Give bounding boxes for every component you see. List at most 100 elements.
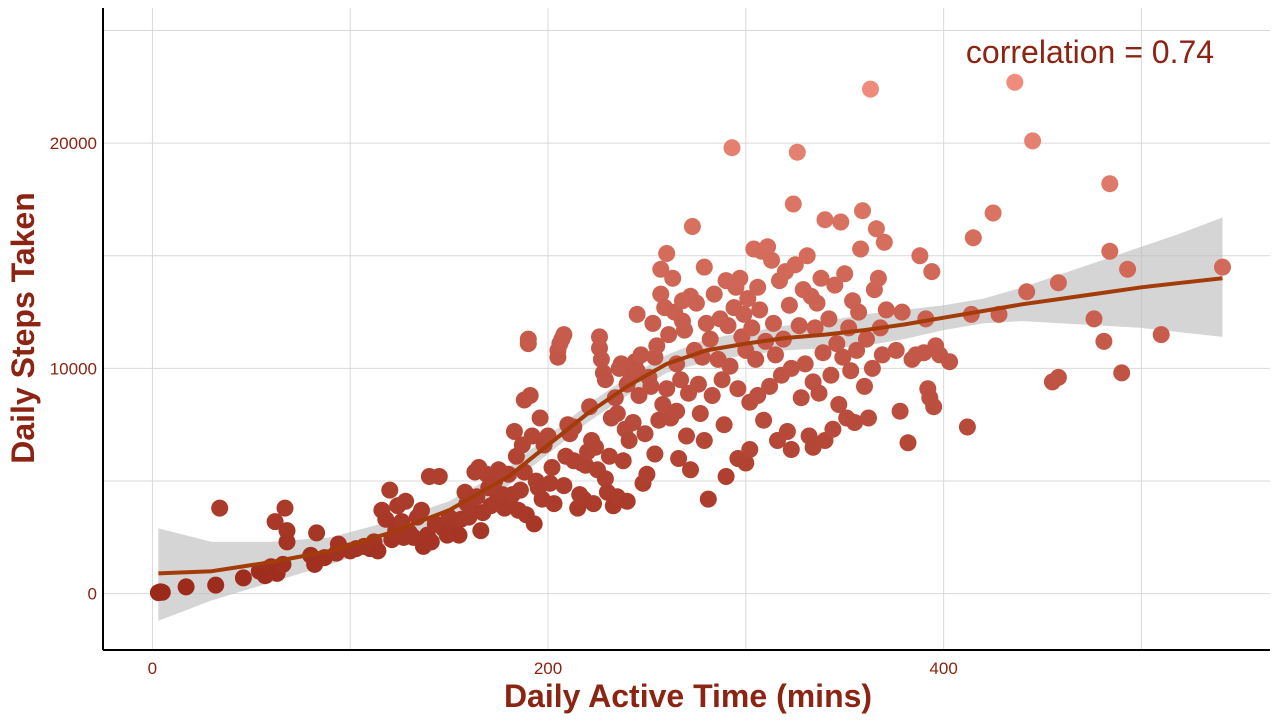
data-point	[511, 481, 529, 499]
data-point	[782, 441, 800, 458]
data-point	[652, 260, 670, 278]
data-point	[1049, 368, 1067, 386]
data-point	[545, 495, 563, 513]
data-point	[646, 445, 664, 463]
data-point	[701, 330, 719, 348]
data-point	[850, 303, 868, 321]
data-point	[721, 357, 739, 375]
data-point	[862, 80, 879, 98]
data-point	[1085, 310, 1103, 328]
data-point	[911, 247, 929, 265]
data-point	[808, 294, 826, 312]
data-point	[763, 251, 781, 269]
data-points-layer	[149, 73, 1231, 602]
data-point	[413, 501, 430, 519]
data-point	[381, 481, 399, 499]
data-point	[592, 350, 610, 368]
data-point	[632, 346, 650, 364]
trend-line-layer	[158, 276, 1223, 576]
data-point	[867, 220, 885, 238]
data-point	[672, 371, 690, 389]
data-point	[749, 278, 767, 296]
data-point	[858, 330, 875, 348]
data-point	[863, 359, 881, 377]
data-point	[525, 515, 543, 533]
data-point	[1095, 332, 1113, 350]
data-point	[630, 387, 648, 404]
data-point	[899, 434, 917, 452]
data-point	[717, 468, 735, 485]
tick-labels: 0 200 400 0 10000 20000	[50, 134, 958, 678]
data-point	[778, 423, 796, 440]
data-point	[691, 405, 709, 422]
data-point	[814, 344, 832, 362]
data-point	[786, 256, 804, 274]
data-point	[555, 477, 573, 495]
data-point	[731, 269, 749, 287]
data-point	[555, 326, 573, 344]
data-point	[958, 418, 976, 436]
data-point	[877, 301, 895, 319]
data-point	[788, 143, 806, 161]
data-point	[984, 204, 1002, 222]
data-point	[796, 355, 814, 373]
data-point	[683, 218, 701, 235]
data-point	[682, 461, 699, 479]
data-point	[430, 468, 448, 485]
data-point	[1101, 242, 1119, 260]
data-point	[266, 513, 284, 531]
data-point	[875, 233, 893, 251]
data-point	[519, 330, 537, 348]
data-point	[664, 269, 682, 287]
data-point	[759, 238, 777, 256]
data-point	[699, 490, 717, 508]
trend-line	[158, 276, 1223, 576]
data-point	[893, 303, 911, 321]
data-point	[591, 328, 608, 346]
data-point	[749, 387, 767, 404]
axes	[102, 8, 1270, 651]
data-point	[585, 495, 602, 513]
x-axis-title: Daily Active Time (mins)	[504, 678, 872, 714]
data-point	[587, 438, 604, 456]
data-point	[761, 377, 779, 395]
data-point	[747, 350, 765, 368]
data-point	[689, 375, 707, 393]
data-point	[642, 377, 660, 395]
data-point	[543, 459, 561, 476]
data-point	[798, 247, 816, 265]
data-point	[822, 366, 840, 384]
data-point	[1214, 258, 1231, 276]
y-tick-label: 20000	[50, 134, 97, 153]
data-point	[790, 317, 808, 335]
data-point	[600, 447, 618, 465]
data-point	[658, 245, 676, 262]
data-point	[846, 414, 864, 431]
data-point	[531, 409, 549, 427]
data-point	[276, 499, 294, 517]
x-tick-label: 0	[148, 659, 157, 678]
data-point	[705, 285, 723, 303]
data-point	[523, 427, 541, 445]
data-point	[549, 348, 567, 366]
data-point	[1119, 260, 1137, 278]
data-point	[923, 263, 941, 281]
y-tick-label: 10000	[50, 359, 97, 378]
data-point	[703, 387, 721, 404]
data-point	[153, 583, 171, 601]
data-point	[964, 229, 982, 247]
data-point	[234, 569, 252, 587]
data-point	[780, 296, 798, 314]
y-tick-label: 0	[88, 585, 97, 604]
data-point	[596, 470, 614, 488]
data-point	[397, 492, 415, 510]
x-tick-label: 400	[929, 659, 957, 678]
data-point	[792, 389, 810, 407]
data-point	[654, 396, 672, 413]
data-point	[676, 321, 693, 339]
data-point	[628, 305, 646, 323]
data-point	[739, 290, 757, 308]
correlation-annotation: correlation = 0.74	[966, 34, 1214, 70]
data-point	[812, 269, 830, 287]
